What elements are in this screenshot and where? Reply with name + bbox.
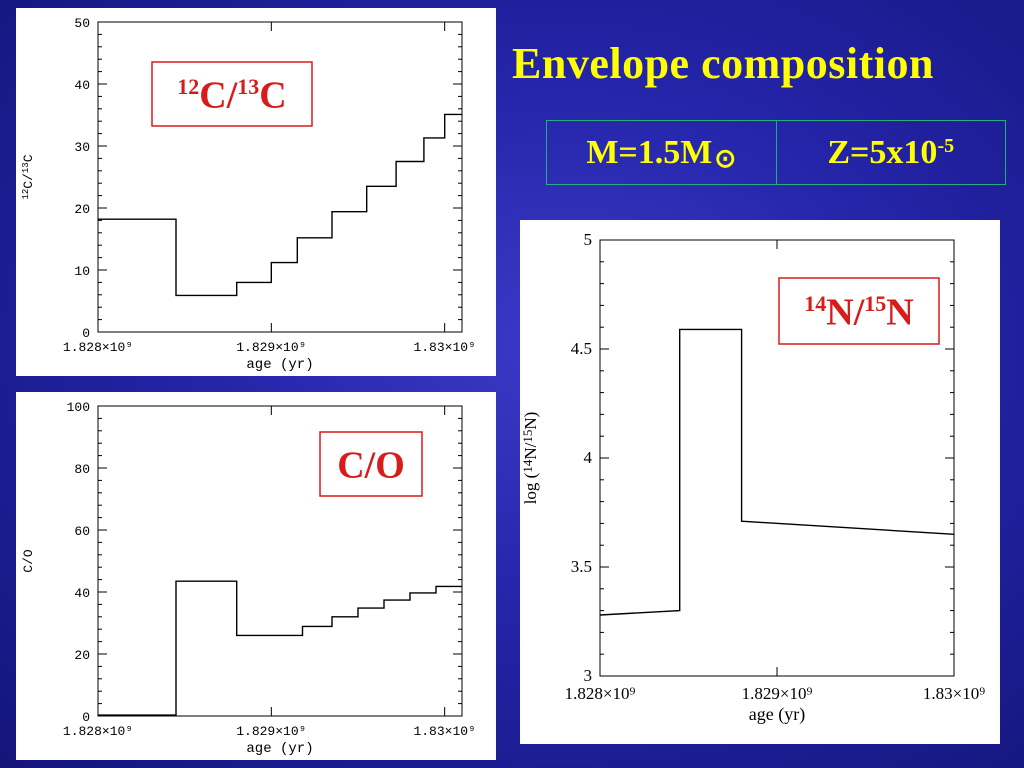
chart-panel-n14-n15: 3 3.5 4 4.5 5 1.828×10⁹ 1.829×10⁹ 1.83×10⁹ age (… (520, 220, 1000, 744)
x-tick-label: 1.829×10⁹ (742, 684, 813, 703)
y-tick-label: 50 (74, 16, 90, 31)
y-tick-label: 4.5 (571, 339, 592, 358)
label-box (151, 61, 313, 127)
y-tick-label: 0 (82, 710, 90, 725)
y-tick-label: 60 (74, 524, 90, 539)
y-tick-label: 20 (74, 202, 90, 217)
mass-cell: M=1.5M ⊙ (547, 121, 776, 184)
label-box (778, 277, 940, 345)
plot-frame (97, 21, 463, 333)
y-tick-label: 40 (74, 586, 90, 601)
series-line (599, 328, 955, 616)
y-axis-label: 12C/13C (21, 154, 36, 199)
label-box (319, 431, 423, 497)
y-tick-label: 0 (82, 326, 90, 341)
series-line (98, 113, 462, 297)
x-axis-label: age (yr) (246, 741, 313, 757)
y-tick-label: 100 (67, 400, 90, 415)
y-axis-label: C/O (21, 549, 36, 573)
x-tick-label: 1.828×10⁹ (63, 340, 133, 355)
plot-frame (97, 405, 463, 717)
series-line (98, 580, 462, 716)
x-tick-label: 1.83×10⁹ (413, 340, 475, 355)
metallicity-cell: Z=5x10 -5 (775, 121, 1006, 184)
label-box-text: 12C/13C (177, 74, 287, 116)
y-tick-label: 20 (74, 648, 90, 663)
x-tick-label: 1.828×10⁹ (63, 724, 133, 739)
x-tick-label: 1.828×10⁹ (565, 684, 636, 703)
y-tick-label: 3 (584, 666, 593, 685)
chart-c12-c13: 0 10 20 30 40 50 1.828×10⁹ 1.829×10⁹ 1.83×10⁹ age… (21, 16, 476, 373)
chart-panel-c12-c13: 0 10 20 30 40 50 1.828×10⁹ 1.829×10⁹ 1.83×10⁹ age… (16, 8, 496, 376)
x-axis-label: age (yr) (749, 704, 805, 725)
metallicity-label: Z=5x10 (827, 133, 938, 171)
x-axis-label: age (yr) (246, 357, 313, 373)
y-tick-label: 40 (74, 78, 90, 93)
x-tick-label: 1.83×10⁹ (923, 684, 985, 703)
y-tick-label: 4 (584, 448, 593, 467)
y-tick-label: 10 (74, 264, 90, 279)
mass-label: M=1.5M (586, 133, 713, 171)
chart-n14-n15: 3 3.5 4 4.5 5 1.828×10⁹ 1.829×10⁹ 1.83×10⁹ age (… (520, 230, 985, 725)
x-tick-label: 1.829×10⁹ (236, 724, 306, 739)
metallicity-exponent: -5 (937, 135, 955, 157)
label-box-text: 14N/15N (804, 291, 914, 333)
y-tick-label: 30 (74, 140, 90, 155)
y-tick-label: 80 (74, 462, 90, 477)
slide-title: Envelope composition (512, 39, 934, 88)
y-axis-label: log (14N/15N) (520, 412, 540, 505)
sun-symbol-icon: ⊙ (714, 143, 737, 173)
chart-panel-c-o: 0 20 40 60 80 100 1.828×10⁹ 1.829×10⁹ 1.83×10⁹ ag… (16, 392, 496, 760)
x-tick-label: 1.83×10⁹ (413, 724, 475, 739)
y-tick-label: 5 (584, 230, 593, 249)
x-tick-label: 1.829×10⁹ (236, 340, 306, 355)
parameters-table: M=1.5M ⊙ Z=5x10 -5 (546, 120, 1006, 185)
y-tick-label: 3.5 (571, 557, 592, 576)
label-box-text: C/O (337, 444, 405, 486)
chart-c-o: 0 20 40 60 80 100 1.828×10⁹ 1.829×10⁹ 1.83×10⁹ ag… (21, 400, 476, 757)
